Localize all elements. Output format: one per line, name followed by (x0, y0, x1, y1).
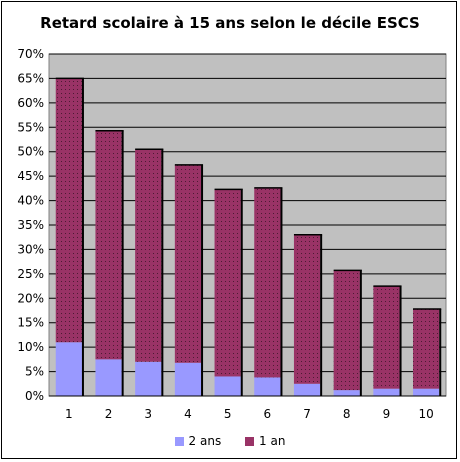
y-tick-label: 45% (17, 169, 44, 183)
bar-2-ans (214, 376, 241, 396)
y-tick-label: 30% (17, 242, 44, 256)
bar-2-ans (135, 361, 162, 396)
bar-2-ans (333, 390, 360, 396)
x-tick-label: 3 (144, 407, 152, 421)
x-tick-label: 10 (419, 407, 434, 421)
legend-label-2-ans: 2 ans (188, 434, 222, 448)
bar-2-ans (293, 383, 321, 396)
y-tick-label: 50% (17, 145, 44, 159)
bar-1-an (413, 309, 440, 389)
x-tick-label: 8 (343, 407, 351, 421)
x-tick-label: 6 (264, 407, 272, 421)
bar-1-an (214, 189, 241, 377)
bar-2-ans (373, 388, 400, 396)
bar-1-an (254, 187, 281, 378)
x-tick-label: 5 (224, 407, 232, 421)
legend-swatch-2-ans (174, 437, 184, 446)
bar-2-ans (55, 342, 82, 396)
y-tick-label: 5% (25, 365, 44, 379)
bar-1-an (174, 164, 202, 363)
chart-title: Retard scolaire à 15 ans selon le décile… (40, 14, 420, 32)
legend-label-1-an: 1 an (259, 434, 286, 448)
y-tick-label: 25% (17, 267, 44, 281)
x-tick-label: 9 (383, 407, 391, 421)
y-tick-label: 40% (17, 194, 44, 208)
bar-1-an (135, 149, 162, 362)
bar-2-ans (413, 388, 440, 396)
y-tick-label: 65% (17, 71, 44, 85)
bar-2-ans (95, 359, 122, 396)
y-tick-label: 0% (25, 389, 44, 403)
bar-1-an (95, 130, 122, 360)
chart-legend: 2 ans 1 an (0, 434, 460, 448)
y-tick-label: 70% (17, 47, 44, 61)
y-tick-label: 10% (17, 340, 44, 354)
y-tick-label: 15% (17, 316, 44, 330)
y-tick-label: 55% (17, 120, 44, 134)
y-tick-label: 20% (17, 291, 44, 305)
x-tick-label: 2 (105, 407, 113, 421)
bar-2-ans (174, 362, 202, 396)
y-tick-label: 35% (17, 218, 44, 232)
bar-1-an (55, 78, 82, 343)
legend-swatch-1-an (245, 437, 255, 446)
bar-1-an (373, 286, 400, 389)
bar-1-an (293, 234, 321, 384)
legend-item-1-an: 1 an (245, 434, 285, 448)
x-tick-label: 4 (184, 407, 192, 421)
x-tick-label: 1 (65, 407, 73, 421)
bar-2-ans (254, 377, 281, 396)
y-tick-label: 60% (17, 96, 44, 110)
x-tick-label: 7 (303, 407, 311, 421)
bar-1-an (333, 270, 360, 391)
legend-item-2-ans: 2 ans (174, 434, 222, 448)
